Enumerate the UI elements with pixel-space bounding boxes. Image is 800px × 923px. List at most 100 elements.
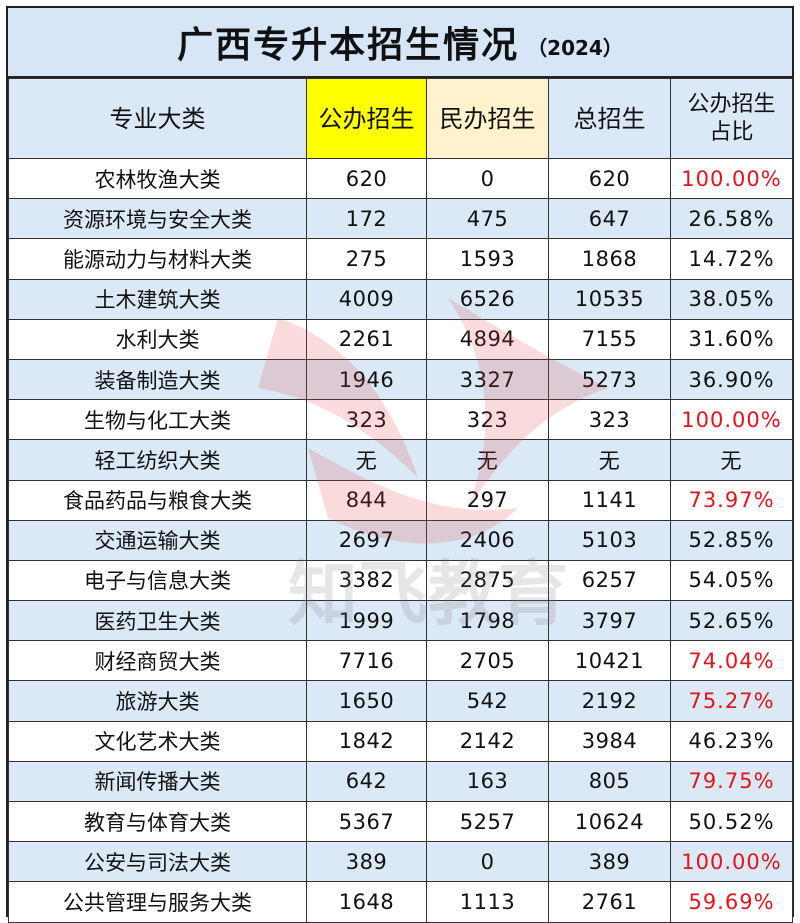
cell-total: 3797 <box>548 600 671 642</box>
cell-public: 7716 <box>306 640 427 682</box>
cell-category: 旅游大类 <box>8 680 307 722</box>
cell-total: 323 <box>548 399 671 441</box>
cell-total: 无 <box>548 439 671 481</box>
cell-ratio: 73.97% <box>670 479 793 521</box>
header-private: 民办招生 <box>426 78 549 159</box>
cell-total: 10624 <box>548 800 671 843</box>
cell-ratio: 54.05% <box>670 559 793 602</box>
cell-ratio: 14.72% <box>670 238 793 280</box>
table-row: 轻工纺织大类无无无无 <box>8 439 793 481</box>
cell-category: 交通运输大类 <box>8 519 307 561</box>
header-ratio-line1: 公办招生 <box>687 91 776 117</box>
header-category: 专业大类 <box>8 78 307 159</box>
cell-category: 医药卫生大类 <box>8 600 307 642</box>
cell-total: 2192 <box>548 680 671 722</box>
cell-category: 生物与化工大类 <box>8 399 307 441</box>
table-row: 教育与体育大类 5367 5257 10624 50.52% <box>8 800 793 843</box>
header-public: 公办招生 <box>306 78 427 159</box>
table-row: 旅游大类 1650 542 2192 75.27% <box>8 680 793 722</box>
cell-private: 323 <box>426 399 549 441</box>
cell-ratio: 31.60% <box>670 318 793 360</box>
cell-ratio: 75.27% <box>670 680 793 722</box>
cell-private: 163 <box>426 760 549 803</box>
header-total: 总招生 <box>548 78 671 159</box>
cell-ratio: 79.75% <box>670 760 793 803</box>
cell-private: 2406 <box>426 519 549 561</box>
cell-ratio: 38.05% <box>670 278 793 320</box>
cell-private: 0 <box>426 841 549 883</box>
cell-public: 172 <box>306 198 427 240</box>
cell-category: 能源动力与材料大类 <box>8 238 307 280</box>
cell-total: 620 <box>548 157 671 200</box>
table-row: 电子与信息大类 3382 2875 6257 54.05% <box>8 559 793 602</box>
cell-private: 2705 <box>426 640 549 682</box>
cell-private: 475 <box>426 198 549 240</box>
cell-ratio: 59.69% <box>670 881 793 923</box>
cell-public: 1946 <box>306 358 427 401</box>
cell-total: 10421 <box>548 640 671 682</box>
cell-private: 4894 <box>426 318 549 360</box>
page-title: 广西专升本招生情况 <box>177 25 520 66</box>
cell-category: 文化艺术大类 <box>8 720 307 762</box>
cell-ratio: 36.90% <box>670 358 793 401</box>
header-ratio-line2: 占比 <box>709 119 754 145</box>
cell-category: 公共管理与服务大类 <box>8 881 307 923</box>
cell-public: 4009 <box>306 278 427 320</box>
table-row: 医药卫生大类 1999 1798 3797 52.65% <box>8 600 793 642</box>
cell-private: 5257 <box>426 800 549 843</box>
cell-public: 389 <box>306 841 427 883</box>
cell-ratio: 100.00% <box>670 399 793 441</box>
cell-total: 805 <box>548 760 671 803</box>
cell-private: 2875 <box>426 559 549 602</box>
table-row: 装备制造大类 1946 3327 5273 36.90% <box>8 358 793 401</box>
cell-ratio: 26.58% <box>670 198 793 240</box>
cell-category: 资源环境与安全大类 <box>8 198 307 240</box>
cell-total: 389 <box>548 841 671 883</box>
table-row: 水利大类 2261 4894 7155 31.60% <box>8 318 793 360</box>
cell-category: 公安与司法大类 <box>8 841 307 883</box>
cell-public: 无 <box>306 439 427 481</box>
table-row: 文化艺术大类 1842 2142 3984 46.23% <box>8 720 793 762</box>
cell-private: 3327 <box>426 358 549 401</box>
cell-ratio: 100.00% <box>670 157 793 200</box>
cell-ratio: 无 <box>670 439 793 481</box>
table-row: 交通运输大类 2697 2406 5103 52.85% <box>8 519 793 561</box>
table-row: 新闻传播大类 642 163 805 79.75% <box>8 760 793 803</box>
cell-ratio: 52.85% <box>670 519 793 561</box>
cell-private: 2142 <box>426 720 549 762</box>
cell-ratio: 52.65% <box>670 600 793 642</box>
enrollment-table: 专业大类 公办招生 民办招生 总招生 公办招生 占比 农林牧渔大类 620 0 620… <box>8 78 793 923</box>
cell-public: 2261 <box>306 318 427 360</box>
cell-public: 1999 <box>306 600 427 642</box>
cell-category: 农林牧渔大类 <box>8 157 307 200</box>
cell-public: 844 <box>306 479 427 521</box>
cell-total: 7155 <box>548 318 671 360</box>
cell-total: 647 <box>548 198 671 240</box>
table-row: 土木建筑大类 4009 6526 10535 38.05% <box>8 278 793 320</box>
cell-public: 275 <box>306 238 427 280</box>
table-row: 食品药品与粮食大类 844 297 1141 73.97% <box>8 479 793 521</box>
cell-total: 1868 <box>548 238 671 280</box>
cell-category: 轻工纺织大类 <box>8 439 307 481</box>
table-row: 能源动力与材料大类 275 1593 1868 14.72% <box>8 238 793 280</box>
cell-private: 542 <box>426 680 549 722</box>
cell-total: 1141 <box>548 479 671 521</box>
cell-total: 6257 <box>548 559 671 602</box>
cell-category: 电子与信息大类 <box>8 559 307 602</box>
cell-public: 642 <box>306 760 427 803</box>
cell-total: 2761 <box>548 881 671 923</box>
cell-public: 1650 <box>306 680 427 722</box>
cell-total: 10535 <box>548 278 671 320</box>
cell-category: 教育与体育大类 <box>8 800 307 843</box>
cell-public: 1648 <box>306 881 427 923</box>
cell-ratio: 46.23% <box>670 720 793 762</box>
header-ratio: 公办招生 占比 <box>670 78 793 159</box>
cell-ratio: 100.00% <box>670 841 793 883</box>
cell-public: 5367 <box>306 800 427 843</box>
cell-ratio: 74.04% <box>670 640 793 682</box>
cell-private: 0 <box>426 157 549 200</box>
cell-category: 食品药品与粮食大类 <box>8 479 307 521</box>
header-row: 专业大类 公办招生 民办招生 总招生 公办招生 占比 <box>8 78 793 159</box>
table-row: 资源环境与安全大类 172 475 647 26.58% <box>8 198 793 240</box>
cell-public: 1842 <box>306 720 427 762</box>
